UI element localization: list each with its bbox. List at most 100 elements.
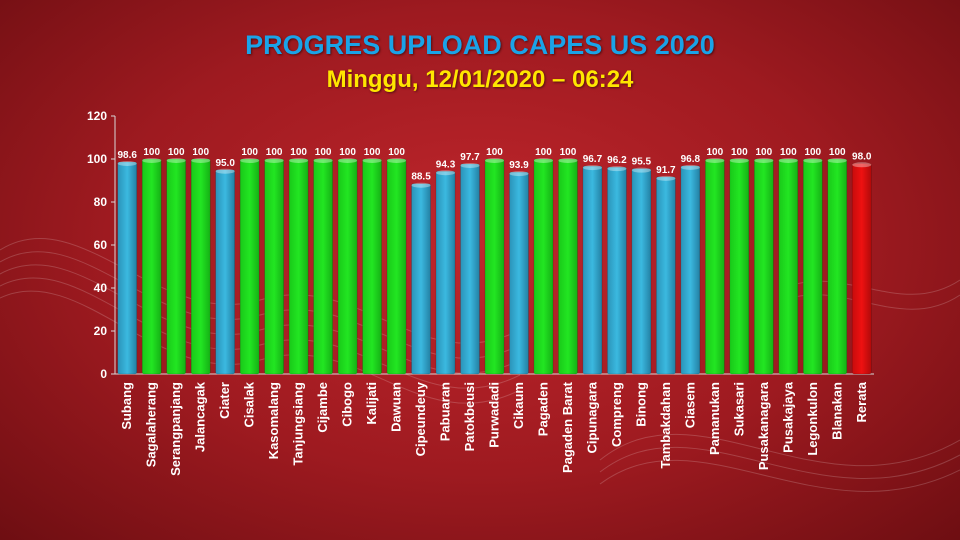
category-label: Kasomalang [266, 382, 281, 459]
category-label: Kalijati [364, 382, 379, 425]
bar-cap [313, 158, 333, 163]
category-label: Cikaum [511, 382, 526, 429]
bar-cap [631, 167, 651, 173]
category-label: Pagaden Barat [560, 381, 575, 473]
bar [851, 163, 872, 375]
bar-cap [338, 158, 358, 163]
bar [337, 158, 358, 375]
data-label: 100 [804, 147, 821, 158]
bar [631, 168, 652, 375]
bar [484, 158, 505, 375]
bar-cap [289, 158, 309, 163]
bar [141, 158, 162, 375]
bar [215, 169, 236, 375]
category-label: Tambakdahan [658, 382, 673, 469]
bar [288, 158, 309, 375]
data-label: 100 [192, 147, 209, 158]
category-label: Dawuan [389, 382, 404, 432]
bar-cap [166, 158, 186, 163]
data-label: 91.7 [656, 165, 676, 176]
data-label: 100 [707, 147, 724, 158]
data-label: 95.0 [215, 158, 235, 169]
bar-cap [215, 168, 235, 174]
data-label: 96.2 [607, 155, 627, 166]
data-label: 97.7 [460, 152, 480, 163]
category-label: Cisalak [242, 381, 257, 427]
bar [778, 158, 799, 375]
bar [802, 158, 823, 375]
bar-cap [435, 170, 456, 176]
bar [729, 158, 750, 375]
category-label: Compreng [609, 382, 624, 447]
y-tick-label: 40 [94, 281, 108, 295]
bar-cap [852, 162, 872, 168]
bar [533, 158, 554, 375]
bar-cap [460, 162, 480, 168]
category-label: Purwadadi [487, 382, 502, 448]
data-label: 100 [339, 147, 356, 158]
bar-cap [411, 182, 431, 188]
category-label: Tanjungsiang [291, 382, 306, 466]
data-label: 100 [364, 147, 381, 158]
y-tick-label: 80 [94, 195, 108, 209]
bar [239, 158, 260, 375]
data-label: 100 [266, 147, 283, 158]
bar [509, 171, 529, 375]
bar-cap [117, 161, 137, 167]
category-label: Pusakajaya [780, 381, 795, 453]
data-label: 96.7 [583, 154, 603, 165]
y-tick-label: 120 [87, 109, 107, 123]
data-label: 96.8 [681, 154, 701, 165]
data-label: 100 [755, 147, 772, 158]
data-label: 100 [560, 147, 577, 158]
bar-cap [729, 158, 749, 163]
chart-title: PROGRES UPLOAD CAPES US 2020 [245, 30, 715, 60]
bar [582, 165, 603, 375]
bar-cap [754, 158, 774, 163]
bar [827, 158, 848, 375]
bar-cap [558, 158, 578, 163]
bar-cap [387, 158, 407, 163]
category-label: Cibogo [340, 382, 355, 427]
bar-cap [264, 158, 284, 163]
bar [705, 158, 725, 375]
bar [166, 158, 187, 375]
bar [362, 158, 382, 375]
bar [656, 176, 676, 375]
data-label: 100 [315, 147, 332, 158]
bar-cap [533, 158, 554, 163]
bar [460, 163, 480, 375]
chart-subtitle: Minggu, 12/01/2020 – 06:24 [326, 66, 634, 93]
y-tick-label: 0 [100, 367, 107, 381]
bar [411, 183, 431, 375]
bar-cap [484, 158, 505, 163]
data-label: 100 [290, 147, 307, 158]
bar-cap [582, 165, 602, 171]
category-label: Pamanukan [707, 382, 722, 455]
category-label: Sagalaherang [144, 382, 159, 467]
bar [435, 170, 456, 375]
category-label: Patokbeusi [462, 382, 477, 451]
category-label: Pagaden [535, 382, 550, 436]
category-label: Cijambe [315, 382, 330, 433]
y-tick-label: 100 [87, 152, 107, 166]
bar [117, 161, 138, 375]
data-label: 95.5 [632, 157, 652, 168]
category-label: Ciater [217, 382, 232, 419]
y-tick-label: 20 [94, 324, 108, 338]
category-label: Cipeundeuy [413, 381, 428, 456]
bar [558, 158, 578, 375]
data-label: 100 [535, 147, 552, 158]
bar [264, 158, 284, 375]
data-label: 100 [388, 147, 405, 158]
category-label: Ciasem [682, 382, 697, 428]
category-label: Cipunagara [584, 381, 599, 453]
data-label: 100 [143, 147, 160, 158]
category-label: Blanakan [829, 382, 844, 440]
bar-cap [803, 158, 823, 163]
bar [190, 158, 211, 375]
bar-cap [656, 175, 676, 181]
data-label: 100 [241, 147, 258, 158]
bar-cap [191, 158, 211, 163]
